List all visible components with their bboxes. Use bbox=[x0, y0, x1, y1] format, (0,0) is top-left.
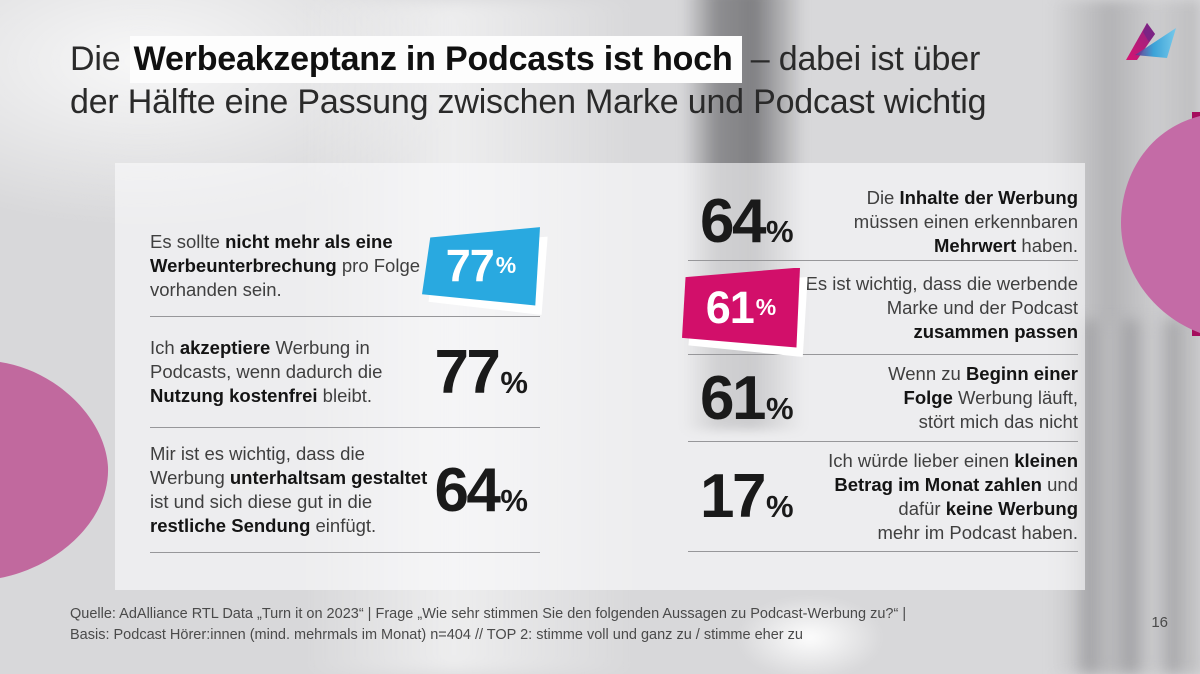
stat-row: Mir ist es wichtig, dass die Werbung unt… bbox=[150, 428, 540, 553]
statement-text: Ich würde lieber einen kleinen Betrag im… bbox=[828, 449, 1078, 543]
stat-percent-sign: % bbox=[500, 364, 528, 400]
stat-value: 77% bbox=[434, 337, 528, 408]
stat-value: 17% bbox=[700, 461, 794, 532]
statement-text: Ich akzeptiere Werbung in Podcasts, wenn… bbox=[150, 337, 383, 406]
stat-number: 77 bbox=[434, 337, 500, 407]
stat-number: 17 bbox=[700, 462, 766, 531]
ad-alliance-logo-icon bbox=[1126, 23, 1176, 60]
stat-row: Es sollte nicht mehr als eine Werbeunter… bbox=[150, 163, 540, 317]
stats-column-right: 64% Die Inhalte der Werbung müssen einen… bbox=[688, 163, 1078, 552]
stat-number: 61 bbox=[705, 281, 755, 333]
stat-percent-sign: % bbox=[765, 390, 794, 426]
statement-text: Mir ist es wichtig, dass die Werbung unt… bbox=[150, 443, 428, 536]
stat-row: 61% Wenn zu Beginn einer Folge Werbung l… bbox=[688, 355, 1078, 442]
stat-number: 64 bbox=[434, 455, 500, 525]
page-title: Die Werbeakzeptanz in Podcasts ist hoch … bbox=[70, 36, 1140, 124]
stat-row: Ich akzeptiere Werbung in Podcasts, wenn… bbox=[150, 317, 540, 428]
stats-column-left: Es sollte nicht mehr als eine Werbeunter… bbox=[150, 163, 540, 553]
stat-value: 61% bbox=[700, 363, 794, 434]
stat-number: 77 bbox=[445, 239, 495, 291]
statement-text: Wenn zu Beginn einer Folge Werbung läuft… bbox=[888, 363, 1078, 432]
stat-percent-sign: % bbox=[755, 294, 777, 320]
statement-text: Es ist wichtig, dass die werbende Marke … bbox=[805, 272, 1079, 342]
stat-row: 17% Ich würde lieber einen kleinen Betra… bbox=[688, 442, 1078, 552]
stat-row: 61% Es ist wichtig, dass die werbende Ma… bbox=[688, 261, 1078, 355]
stat-percent-sign: % bbox=[765, 489, 794, 524]
stat-badge-blue: 77% bbox=[422, 226, 540, 306]
stat-value: 64% bbox=[700, 186, 794, 257]
mic-stand-photo-blur bbox=[1080, 320, 1200, 674]
statement-text: Die Inhalte der Werbung müssen einen erk… bbox=[853, 186, 1078, 256]
stat-percent-sign: % bbox=[495, 252, 517, 278]
source-note: Quelle: AdAlliance RTL Data „Turn it on … bbox=[70, 604, 906, 646]
content-panel: Es sollte nicht mehr als eine Werbeunter… bbox=[115, 163, 1085, 590]
stat-row: 64% Die Inhalte der Werbung müssen einen… bbox=[688, 163, 1078, 261]
stat-number: 64 bbox=[700, 187, 766, 256]
statement-text: Es sollte nicht mehr als eine Werbeunter… bbox=[150, 230, 421, 300]
stat-value: 64% bbox=[434, 455, 528, 526]
stat-percent-sign: % bbox=[500, 482, 528, 518]
source-line-2: Basis: Podcast Hörer:innen (mind. mehrma… bbox=[70, 627, 803, 643]
stat-percent-sign: % bbox=[765, 214, 794, 249]
pink-blob-right bbox=[1121, 116, 1200, 333]
stat-number: 61 bbox=[700, 363, 766, 433]
stat-badge-pink: 61% bbox=[682, 268, 800, 348]
source-line-1: Quelle: AdAlliance RTL Data „Turn it on … bbox=[70, 606, 907, 622]
page-number: 16 bbox=[1151, 614, 1168, 631]
pink-blob-left bbox=[0, 362, 109, 578]
